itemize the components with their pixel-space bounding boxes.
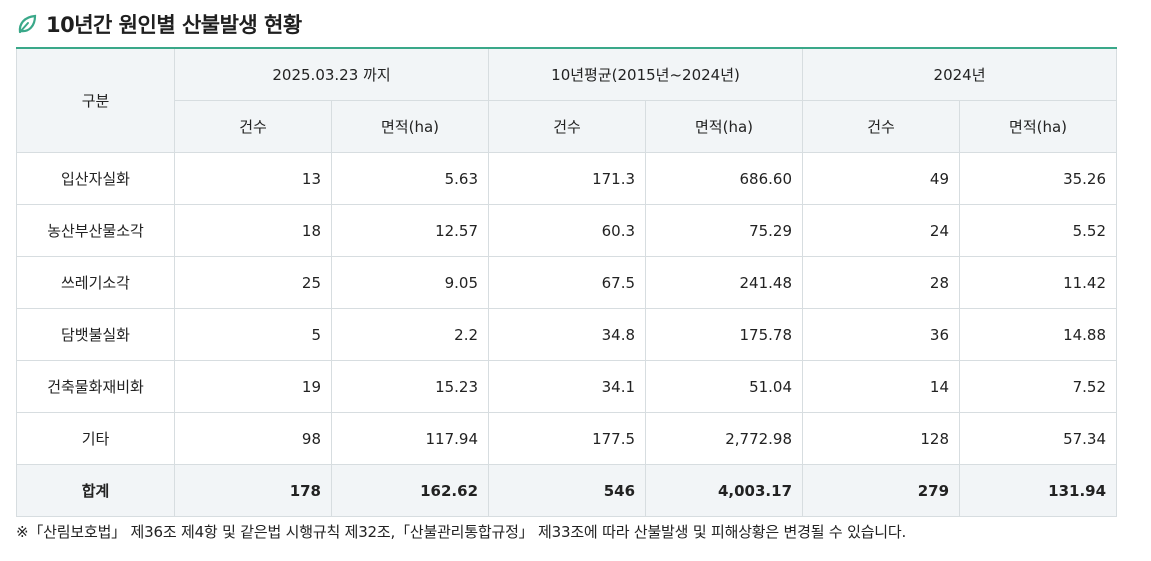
table-cell: 34.8: [488, 308, 647, 361]
table-row: 쓰레기소각 25 9.05 67.5 241.48 28 11.42: [16, 256, 1118, 309]
table-cell: 34.1: [488, 360, 647, 413]
group-header: 2024년: [802, 47, 1118, 101]
table-cell: 162.62: [330, 464, 490, 517]
table-cell: 131.94: [959, 464, 1118, 517]
table-cell: 57.34: [959, 412, 1118, 465]
table-cell: 5.52: [959, 204, 1118, 257]
table-cell: 7.52: [959, 360, 1118, 413]
table-cell: 15.23: [330, 360, 490, 413]
table-row: 입산자실화 13 5.63 171.3 686.60 49 35.26: [16, 152, 1118, 205]
table-cell: 11.42: [959, 256, 1118, 309]
table-cell: 35.26: [959, 152, 1118, 205]
row-label: 쓰레기소각: [16, 256, 175, 309]
group-header: 2025.03.23 까지: [173, 47, 490, 101]
table-cell: 67.5: [488, 256, 647, 309]
table-cell: 178: [174, 464, 332, 517]
table-cell: 25: [174, 256, 332, 309]
subheader: 면적(ha): [330, 100, 490, 153]
subheader: 건수: [488, 100, 647, 153]
table-cell: 9.05: [330, 256, 490, 309]
table-cell: 14.88: [959, 308, 1118, 361]
row-label: 농산부산물소각: [16, 204, 175, 257]
table-cell: 75.29: [645, 204, 804, 257]
table-cell: 117.94: [330, 412, 490, 465]
group-header: 10년평균(2015년~2024년): [488, 47, 804, 101]
table-row: 기타 98 117.94 177.5 2,772.98 128 57.34: [16, 412, 1118, 465]
row-label: 합계: [16, 464, 175, 517]
table-row: 담뱃불실화 5 2.2 34.8 175.78 36 14.88: [16, 308, 1118, 361]
table-cell: 19: [174, 360, 332, 413]
table-cell: 13: [174, 152, 332, 205]
table-cell: 18: [174, 204, 332, 257]
table-cell: 128: [802, 412, 961, 465]
row-label: 담뱃불실화: [16, 308, 175, 361]
table-cell: 14: [802, 360, 961, 413]
row-label: 건축물화재비화: [16, 360, 175, 413]
table-cell: 98: [174, 412, 332, 465]
footnote: ※「산림보호법」 제36조 제4항 및 같은법 시행규칙 제32조,「산불관리통…: [16, 523, 907, 541]
table-cell: 60.3: [488, 204, 647, 257]
corner-header: 구분: [16, 47, 175, 153]
header-row-groups: 구분 2025.03.23 까지 10년평균(2015년~2024년) 2024…: [16, 47, 1118, 153]
table-cell: 51.04: [645, 360, 804, 413]
table-cell: 36: [802, 308, 961, 361]
table-cell: 28: [802, 256, 961, 309]
title-row: 10년간 원인별 산불발생 현황: [16, 6, 302, 42]
table-cell: 177.5: [488, 412, 647, 465]
subheader: 건수: [174, 100, 332, 153]
table-cell: 12.57: [330, 204, 490, 257]
table-row: 건축물화재비화 19 15.23 34.1 51.04 14 7.52: [16, 360, 1118, 413]
table-cell: 5: [174, 308, 332, 361]
subheader: 면적(ha): [645, 100, 804, 153]
subheader: 면적(ha): [959, 100, 1118, 153]
row-label: 기타: [16, 412, 175, 465]
header-row-sub: 건수 면적(ha) 건수 면적(ha) 건수 면적(ha): [17, 100, 1118, 153]
row-label: 입산자실화: [16, 152, 175, 205]
table-cell: 171.3: [488, 152, 647, 205]
table-cell: 24: [802, 204, 961, 257]
table-cell: 4,003.17: [645, 464, 804, 517]
table-cell: 5.63: [330, 152, 490, 205]
table-cell: 546: [488, 464, 647, 517]
table-cell: 49: [802, 152, 961, 205]
table-cell: 241.48: [645, 256, 804, 309]
total-row: 합계 178 162.62 546 4,003.17 279 131.94: [16, 464, 1118, 517]
table-cell: 279: [802, 464, 961, 517]
table-cell: 2,772.98: [645, 412, 804, 465]
fire-stats-table: 구분 2025.03.23 까지 10년평균(2015년~2024년) 2024…: [16, 47, 1118, 517]
table-body: 입산자실화 13 5.63 171.3 686.60 49 35.26 농산부산물소각 18 12…: [16, 152, 1118, 517]
page-title: 10년간 원인별 산불발생 현황: [46, 13, 302, 37]
table-cell: 2.2: [330, 308, 490, 361]
table-cell: 175.78: [645, 308, 804, 361]
leaf-icon: [16, 13, 38, 35]
subheader: 건수: [802, 100, 961, 153]
table-cell: 686.60: [645, 152, 804, 205]
table-row: 농산부산물소각 18 12.57 60.3 75.29 24 5.52: [16, 204, 1118, 257]
